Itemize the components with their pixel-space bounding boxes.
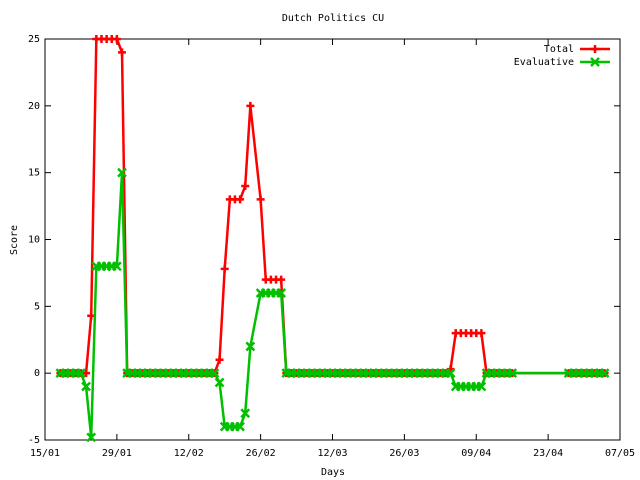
legend-marker	[590, 57, 600, 67]
legend-label: Evaluative	[514, 57, 574, 68]
point	[277, 275, 286, 284]
point	[241, 182, 250, 191]
point	[477, 329, 486, 338]
legend-label: Total	[544, 44, 574, 55]
x-tick-label: 26/03	[389, 448, 419, 459]
x-axis-label: Days	[321, 467, 345, 478]
point	[236, 195, 245, 204]
series-line	[60, 171, 605, 439]
series-line	[60, 37, 605, 375]
chart-title: Dutch Politics CU	[282, 13, 384, 24]
point	[76, 368, 86, 379]
point	[476, 381, 487, 392]
legend-marker	[591, 45, 599, 53]
point	[117, 167, 127, 178]
point	[82, 369, 91, 378]
x-tick-label: 12/02	[174, 448, 204, 459]
y-tick-label: 10	[28, 235, 40, 246]
point	[209, 368, 220, 379]
point	[445, 368, 456, 379]
point	[507, 368, 518, 379]
y-tick-label: 25	[28, 34, 40, 45]
x-tick-label: 15/01	[30, 448, 60, 459]
x-tick-label: 26/02	[246, 448, 276, 459]
y-tick-label: 0	[34, 368, 40, 379]
point	[245, 341, 256, 352]
y-tick-label: 5	[34, 301, 40, 312]
point	[235, 421, 245, 432]
x-tick-label: 09/04	[461, 448, 491, 459]
point	[215, 355, 224, 364]
point	[256, 195, 265, 204]
x-tick-label: 12/03	[317, 448, 347, 459]
y-tick-label: 15	[28, 168, 40, 179]
point	[246, 101, 255, 110]
y-tick-label: 20	[28, 101, 40, 112]
point	[86, 432, 97, 443]
x-tick-label: 23/04	[533, 448, 563, 459]
point	[220, 264, 229, 273]
point	[81, 381, 91, 392]
point	[214, 377, 225, 388]
y-axis-label: Score	[9, 225, 20, 255]
plot-frame	[44, 38, 621, 441]
point	[118, 48, 127, 57]
point	[599, 368, 610, 379]
point	[111, 261, 122, 272]
x-tick-label: 29/01	[102, 448, 132, 459]
y-tick-label: -5	[28, 435, 40, 446]
x-tick-label: 07/05	[605, 448, 635, 459]
point	[276, 288, 287, 298]
point	[112, 35, 121, 43]
point	[240, 408, 251, 419]
